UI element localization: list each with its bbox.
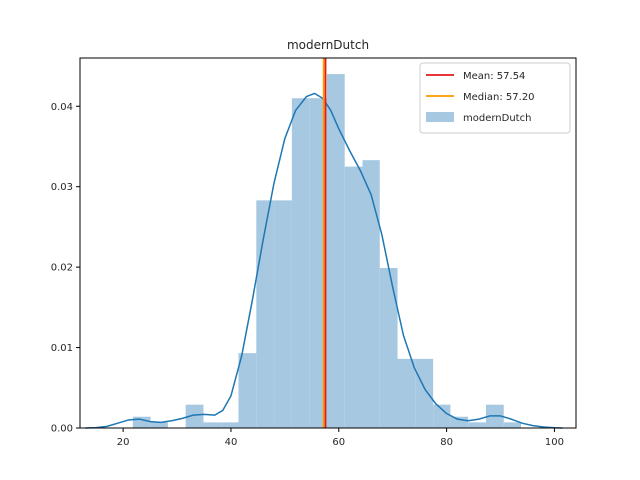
y-tick-label: 0.01: [51, 343, 73, 354]
x-tick-label: 80: [440, 437, 453, 448]
histogram-bar-19: [468, 422, 486, 428]
legend-box: [419, 62, 571, 134]
legend: Mean: 57.54 Median: 57.20 modernDutch: [419, 62, 571, 134]
histogram-bar-0: [132, 416, 151, 428]
histogram-bar-3: [185, 404, 204, 428]
y-tick-label: 0.03: [51, 182, 73, 193]
chart-title: modernDutch: [287, 38, 369, 52]
x-tick-label: 20: [117, 437, 130, 448]
histogram-bar-5: [221, 422, 239, 428]
histogram-bar-17: [433, 404, 451, 428]
histogram-bar-13: [362, 160, 380, 429]
histogram-bar-15: [397, 358, 416, 428]
histogram-bar-10: [309, 98, 327, 428]
histogram-bar-18: [450, 416, 469, 428]
legend-label: Mean: 57.54: [463, 71, 525, 82]
legend-swatch-2: [426, 112, 454, 122]
histogram-bar-6: [238, 353, 257, 428]
histogram-bar-7: [256, 200, 275, 428]
x-tick-label: 60: [332, 437, 345, 448]
histogram-bar-1: [150, 422, 168, 428]
x-tick-label: 40: [225, 437, 238, 448]
histogram-bar-8: [274, 200, 292, 428]
histogram-bar-11: [326, 74, 345, 428]
y-tick-label: 0.00: [51, 424, 73, 435]
plot-area: 20 40 60 80 100 0.00 0.01 0.02 0.03 0.04: [51, 57, 577, 448]
legend-label: modernDutch: [463, 113, 531, 124]
y-tick-label: 0.02: [51, 263, 73, 274]
x-tick-label: 100: [545, 437, 564, 448]
histogram-bar-4: [203, 422, 222, 428]
histogram-bar-16: [415, 358, 434, 428]
kde-curve: [85, 92, 563, 429]
legend-label: Median: 57.20: [463, 92, 535, 103]
histogram-bar-14: [379, 267, 398, 428]
histogram-bar-21: [503, 422, 522, 428]
y-tick-label: 0.04: [51, 102, 73, 113]
histogram-bar-9: [291, 98, 310, 428]
axes-frame: [79, 57, 577, 429]
histogram-bar-12: [344, 166, 363, 428]
